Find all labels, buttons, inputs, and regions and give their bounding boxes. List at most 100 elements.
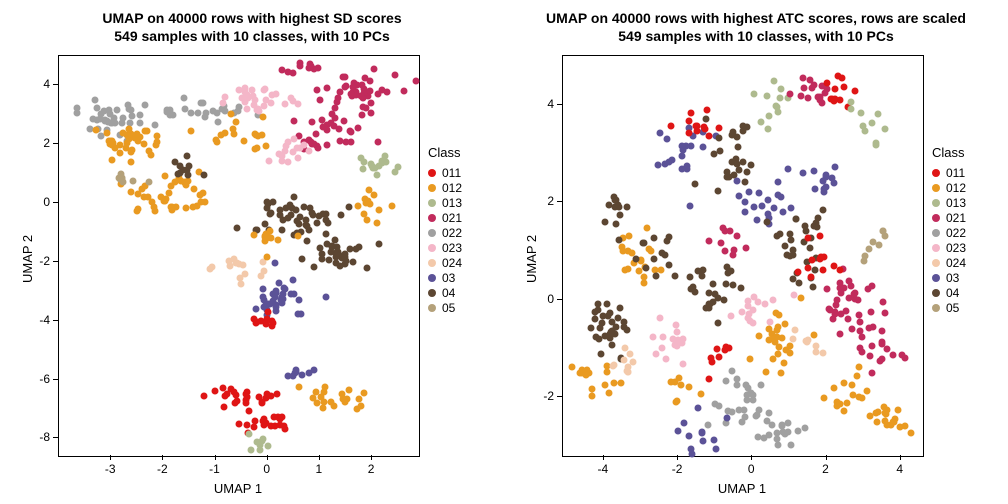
scatter-point [355, 395, 362, 402]
scatter-point [689, 283, 696, 290]
scatter-point [837, 97, 844, 104]
scatter-point [361, 210, 368, 217]
scatter-point [832, 310, 839, 317]
scatter-point [292, 368, 299, 375]
scatter-point [849, 325, 856, 332]
scatter-point [869, 343, 876, 350]
scatter-point [658, 249, 665, 256]
scatter-point [309, 210, 316, 217]
scatter-point [606, 330, 613, 337]
scatter-point [755, 333, 762, 340]
scatter-point [734, 178, 741, 185]
scatter-point [128, 158, 135, 165]
scatter-point [240, 138, 247, 145]
scatter-point [650, 256, 657, 263]
scatter-point [700, 438, 707, 445]
legend-swatch [428, 184, 436, 192]
scatter-point [764, 218, 771, 225]
scatter-point [269, 92, 276, 99]
scatter-point [820, 349, 827, 356]
scatter-point [162, 172, 169, 179]
scatter-point [806, 77, 813, 84]
scatter-point [598, 320, 605, 327]
scatter-point [773, 429, 780, 436]
scatter-point [675, 427, 682, 434]
scatter-point [768, 421, 775, 428]
scatter-point [622, 267, 629, 274]
scatter-point [243, 92, 250, 99]
scatter-point [813, 223, 820, 230]
scatter-point [180, 94, 187, 101]
legend-label: 024 [442, 256, 462, 270]
scatter-point [830, 98, 837, 105]
legend-label: 022 [946, 226, 966, 240]
scatter-point [268, 99, 275, 106]
scatter-point [686, 433, 693, 440]
scatter-point [252, 306, 259, 313]
scatter-point [712, 290, 719, 297]
scatter-point [354, 125, 361, 132]
y-tick-mark [53, 202, 58, 203]
legend-item: 013 [428, 195, 462, 210]
scatter-point [129, 147, 136, 154]
scatter-point [256, 447, 263, 454]
scatter-point [723, 377, 730, 384]
scatter-point [368, 99, 375, 106]
scatter-point [736, 192, 743, 199]
scatter-point [203, 109, 210, 116]
scatter-point [812, 186, 819, 193]
scatter-point [706, 376, 713, 383]
scatter-point [868, 369, 875, 376]
scatter-point [384, 88, 391, 95]
scatter-point [882, 126, 889, 133]
scatter-point [348, 91, 355, 98]
scatter-point [617, 212, 624, 219]
legend-label: 04 [946, 286, 959, 300]
scatter-point [799, 169, 806, 176]
scatter-point [841, 83, 848, 90]
scatter-point [187, 109, 194, 116]
scatter-point [603, 300, 610, 307]
scatter-point [765, 125, 772, 132]
y-tick-label: -4 [39, 313, 50, 327]
scatter-point [338, 212, 345, 219]
scatter-point [849, 392, 856, 399]
scatter-point [279, 300, 286, 307]
scatter-point [675, 375, 682, 382]
scatter-point [867, 353, 874, 360]
scatter-point [866, 325, 873, 332]
scatter-point [207, 266, 214, 273]
scatter-point [806, 245, 813, 252]
scatter-point [324, 85, 331, 92]
scatter-point [278, 66, 285, 73]
scatter-point [751, 204, 758, 211]
legend-swatch [428, 169, 436, 177]
scatter-point [93, 126, 100, 133]
scatter-point [353, 406, 360, 413]
legend-item: 04 [428, 285, 455, 300]
legend-swatch [428, 229, 436, 237]
scatter-point [261, 87, 268, 94]
scatter-point [388, 202, 395, 209]
scatter-point [836, 280, 843, 287]
scatter-point [592, 309, 599, 316]
scatter-point [859, 348, 866, 355]
scatter-point [837, 331, 844, 338]
scatter-point [263, 142, 270, 149]
scatter-point [313, 219, 320, 226]
scatter-point [715, 188, 722, 195]
scatter-point [334, 244, 341, 251]
scatter-point [687, 203, 694, 210]
y-tick-label: -2 [39, 254, 50, 268]
scatter-point [364, 265, 371, 272]
scatter-point [836, 401, 843, 408]
scatter-point [715, 353, 722, 360]
scatter-point [751, 294, 758, 301]
scatter-point [895, 406, 902, 413]
scatter-point [624, 368, 631, 375]
scatter-point [308, 119, 315, 126]
scatter-point [805, 264, 812, 271]
scatter-point [602, 218, 609, 225]
scatter-point [640, 279, 647, 286]
scatter-point [781, 243, 788, 250]
